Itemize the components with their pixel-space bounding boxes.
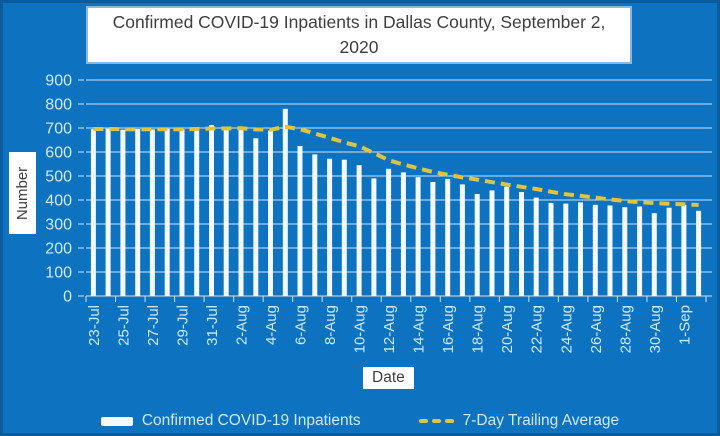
x-axis-title-box: Date — [363, 367, 414, 389]
y-axis-label: 0 — [63, 289, 72, 306]
y-axis-label: 500 — [45, 169, 72, 186]
chart-title-box: Confirmed COVID-19 Inpatients in Dallas … — [86, 6, 632, 64]
bar-31-Aug — [666, 207, 672, 296]
x-axis-label: 10-Aug — [352, 305, 369, 353]
bar-17-Aug — [459, 184, 465, 296]
x-axis-label: 18-Aug — [470, 305, 487, 353]
x-axis-label: 1-Sep — [676, 305, 693, 345]
x-axis-label: 28-Aug — [617, 305, 634, 353]
bar-1-Sep — [681, 204, 687, 296]
legend-item-inpatients: Confirmed COVID-19 Inpatients — [100, 412, 361, 430]
x-axis-label: 30-Aug — [647, 305, 664, 353]
y-axis-label: 900 — [45, 73, 72, 90]
bar-24-Jul — [105, 128, 111, 296]
y-axis-label: 600 — [45, 145, 72, 162]
bar-19-Aug — [489, 190, 495, 296]
bar-15-Aug — [430, 182, 436, 296]
bar-9-Aug — [341, 159, 347, 296]
x-axis-label: 4-Aug — [263, 305, 280, 345]
bar-20-Aug — [504, 186, 510, 296]
x-axis-label: 6-Aug — [293, 305, 310, 345]
legend-bar-swatch — [100, 416, 133, 426]
x-axis-label: 31-Jul — [204, 305, 221, 346]
y-axis-label: 200 — [45, 241, 72, 258]
x-axis-title: Date — [372, 369, 405, 386]
bar-27-Aug — [607, 205, 613, 296]
legend-label-inpatients: Confirmed COVID-19 Inpatients — [141, 412, 361, 429]
bar-10-Aug — [356, 165, 362, 296]
x-axis-label: 22-Aug — [529, 305, 546, 353]
x-axis-label: 16-Aug — [440, 305, 457, 353]
bar-1-Aug — [223, 128, 229, 296]
trailing-average-line — [93, 124, 699, 207]
bar-22-Aug — [533, 197, 539, 296]
bar-30-Jul — [194, 129, 200, 296]
bar-28-Aug — [622, 207, 628, 296]
x-axis-label: 12-Aug — [381, 305, 398, 353]
x-axis-label: 27-Jul — [145, 305, 162, 346]
bar-7-Aug — [312, 154, 318, 296]
y-axis-label: 400 — [45, 193, 72, 210]
bar-25-Aug — [578, 202, 583, 296]
x-axis-label: 8-Aug — [322, 305, 339, 345]
y-axis-label: 100 — [45, 265, 72, 282]
x-axis-label: 14-Aug — [411, 305, 428, 353]
x-axis-label: 23-Jul — [86, 305, 103, 346]
bar-5-Aug — [282, 108, 288, 296]
x-axis-label: 25-Jul — [115, 305, 132, 346]
bar-24-Aug — [563, 203, 569, 296]
x-axis-label: 24-Aug — [558, 305, 575, 353]
bar-2-Sep — [696, 210, 702, 296]
bar-18-Aug — [474, 194, 480, 296]
bar-31-Jul — [209, 125, 214, 296]
bar-13-Aug — [400, 172, 406, 296]
bar-29-Jul — [179, 129, 185, 296]
x-axis-label: 20-Aug — [499, 305, 516, 353]
bar-8-Aug — [327, 158, 333, 296]
bar-3-Aug — [253, 138, 259, 296]
bar-23-Aug — [548, 202, 554, 296]
bar-6-Aug — [297, 146, 303, 296]
bar-27-Jul — [149, 129, 155, 296]
bar-14-Aug — [415, 177, 421, 296]
y-axis-label: 300 — [45, 217, 72, 234]
bar-25-Jul — [120, 129, 126, 296]
bar-28-Jul — [164, 128, 170, 296]
x-axis-label: 26-Aug — [588, 305, 605, 353]
y-axis-title-box: Number — [9, 152, 36, 234]
bar-16-Aug — [445, 178, 451, 296]
x-axis-label: 2-Aug — [234, 305, 251, 345]
bar-30-Aug — [651, 213, 657, 296]
legend-item-trailing-average: 7-Day Trailing Average — [418, 412, 620, 430]
legend: Confirmed COVID-19 Inpatients 7-Day Trai… — [0, 412, 720, 430]
bar-26-Jul — [135, 129, 141, 296]
chart-title: Confirmed COVID-19 Inpatients in Dallas … — [112, 12, 606, 57]
y-axis-label: 700 — [45, 121, 72, 138]
bar-4-Aug — [268, 130, 273, 296]
legend-dash-swatch — [418, 418, 454, 424]
bar-11-Aug — [371, 178, 377, 296]
y-axis-label: 800 — [45, 97, 72, 114]
legend-label-trailing-average: 7-Day Trailing Average — [462, 412, 620, 429]
bar-21-Aug — [519, 192, 524, 296]
bar-12-Aug — [386, 168, 392, 296]
bar-2-Aug — [238, 128, 244, 296]
bar-26-Aug — [592, 204, 598, 296]
y-axis-title: Number — [14, 166, 32, 220]
x-axis-label: 29-Jul — [175, 305, 192, 346]
bar-29-Aug — [637, 206, 643, 296]
bar-23-Jul — [90, 129, 96, 296]
